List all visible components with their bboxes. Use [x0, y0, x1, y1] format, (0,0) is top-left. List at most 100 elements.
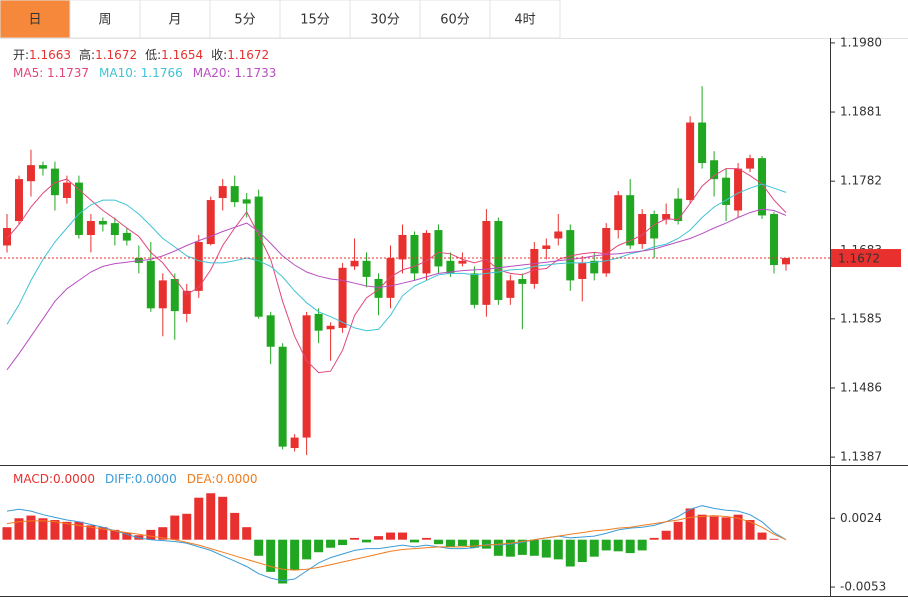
line-series	[6, 208, 787, 371]
candle-body	[494, 221, 503, 300]
tab[interactable]	[139, 0, 211, 39]
macd-bar	[469, 539, 479, 548]
candle-body	[590, 260, 599, 274]
tab-label[interactable]: 4时	[514, 13, 535, 28]
candle-body	[782, 258, 790, 265]
candle-body	[374, 278, 383, 298]
macd-bar	[302, 539, 312, 560]
tab[interactable]	[0, 0, 71, 39]
macd-bar	[433, 539, 443, 545]
y-tick-label: 1.1881	[840, 105, 882, 119]
macd-bar	[529, 539, 539, 556]
candle-body	[182, 290, 191, 314]
macd-bar	[589, 539, 599, 557]
candle-body	[506, 280, 515, 298]
legend-entry: MA10: 1.1766	[99, 66, 183, 80]
ohlc-legend-value: 1.1672	[227, 48, 269, 62]
candle-body	[626, 195, 635, 246]
macd-bar	[146, 529, 156, 540]
macd-bar	[421, 537, 431, 540]
tab-label[interactable]: 30分	[370, 13, 400, 28]
macd-bar	[62, 521, 72, 540]
candle-body	[386, 258, 395, 298]
candle-body	[314, 313, 323, 331]
line-series	[6, 505, 787, 582]
macd-bar	[745, 520, 755, 540]
candle-body	[158, 280, 167, 309]
legend-entry: DEA:0.0000	[187, 472, 258, 486]
ohlc-legend-label: 低:	[145, 48, 161, 62]
macd-bar	[122, 532, 132, 540]
macd-bar	[505, 539, 515, 557]
macd-bar	[290, 539, 300, 571]
last-price-tag	[831, 249, 901, 268]
macd-bar	[242, 527, 252, 540]
candle-body	[434, 230, 443, 267]
tab-label[interactable]: 周	[98, 13, 111, 28]
legend-entry: MACD:0.0000	[13, 472, 95, 486]
macd-bar	[194, 497, 204, 540]
ohlc-legend-label: 开:	[13, 48, 29, 62]
tab-label[interactable]: 60分	[440, 13, 470, 28]
tab[interactable]	[349, 0, 421, 39]
macd-bar	[565, 539, 575, 567]
tab[interactable]	[489, 0, 561, 39]
candle-body	[230, 186, 239, 203]
y-tick-label: 0.0024	[840, 511, 882, 525]
candle-body	[650, 214, 659, 239]
candle-body	[710, 160, 719, 180]
candle-body	[566, 230, 575, 281]
candle-body	[98, 221, 107, 225]
macd-bar	[158, 527, 168, 540]
macd-bar	[266, 539, 276, 572]
macd-bar	[685, 508, 695, 540]
macd-bar	[553, 539, 563, 560]
macd-bar	[374, 536, 384, 540]
ohlc-legend-label: 收:	[211, 48, 227, 62]
macd-bar	[26, 515, 36, 540]
macd-bar	[338, 539, 348, 546]
tab-label[interactable]: 月	[168, 13, 181, 28]
candle-body	[266, 315, 275, 347]
candle-body	[398, 234, 407, 260]
candle-body	[758, 158, 767, 216]
ohlc-legend-value: 1.1672	[95, 48, 137, 62]
candle-body	[722, 177, 731, 205]
macd-bar	[601, 539, 611, 551]
macd-bar	[50, 520, 60, 540]
macd-bar	[577, 539, 587, 563]
tab-label[interactable]: 5分	[234, 13, 255, 28]
y-tick-label: 1.1782	[840, 174, 882, 188]
macd-bar	[445, 539, 455, 547]
candle-body	[50, 168, 59, 196]
y-tick-label: -0.0053	[840, 580, 886, 594]
tab-label[interactable]: 15分	[300, 13, 330, 28]
macd-bar	[230, 512, 240, 540]
tab[interactable]	[209, 0, 281, 39]
ohlc-legend-label: 高:	[79, 47, 95, 62]
candle-body	[698, 122, 707, 164]
macd-bar	[625, 539, 635, 554]
candle-body	[170, 278, 179, 312]
ma-legend: MA5: 1.1737 MA10: 1.1766 MA20: 1.1733	[13, 66, 276, 80]
candle-body	[86, 221, 95, 235]
tab-label[interactable]: 日	[28, 13, 41, 28]
candle-body	[746, 158, 755, 169]
macd-bar	[170, 515, 180, 540]
legend-entry: MA20: 1.1733	[193, 66, 277, 80]
macd-bar	[721, 517, 731, 540]
macd-bar	[350, 537, 360, 540]
macd-bar	[397, 532, 407, 540]
tab[interactable]	[419, 0, 491, 39]
y-tick-label: 1.1387	[840, 450, 882, 464]
macd-bar	[182, 513, 192, 540]
macd-bar	[110, 529, 120, 540]
legend-entry: MA5: 1.1737	[13, 66, 89, 80]
candle-body	[242, 199, 251, 204]
ohlc-legend-value: 1.1654	[161, 48, 203, 62]
candle-body	[542, 245, 551, 249]
candle-body	[338, 267, 347, 328]
macd-bar	[769, 538, 779, 540]
macd-bar	[14, 518, 24, 540]
